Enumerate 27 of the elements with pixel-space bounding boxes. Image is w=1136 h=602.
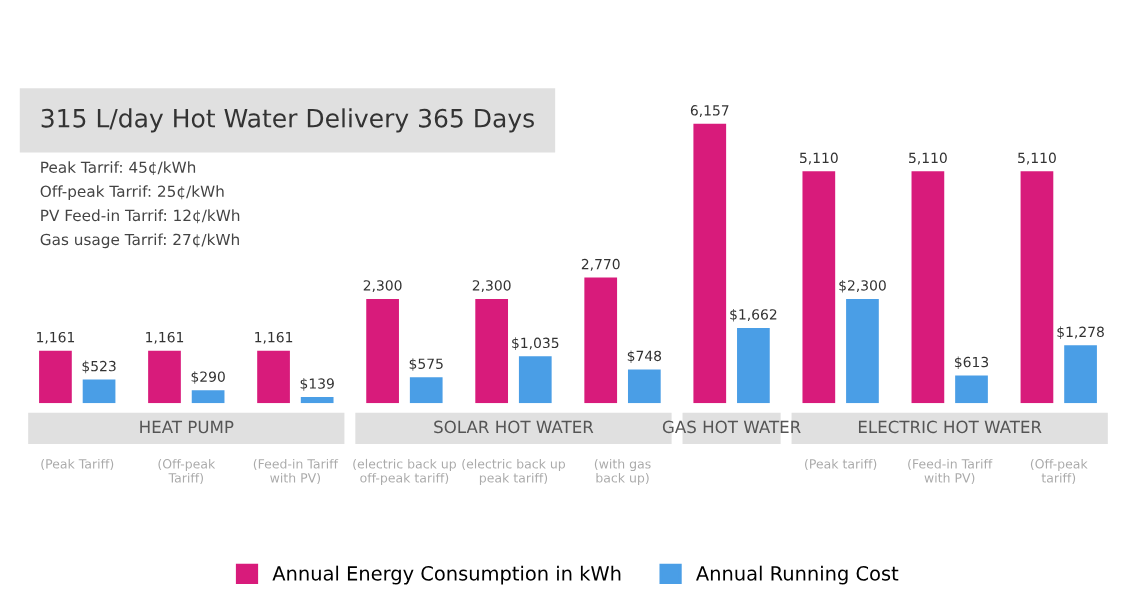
bar <box>148 350 181 404</box>
bar <box>39 350 72 404</box>
bar <box>82 379 116 404</box>
text: SOLAR HOT WATER <box>434 420 594 434</box>
bar <box>518 356 552 404</box>
bar <box>693 123 727 404</box>
bar <box>475 298 509 404</box>
legend-label: Annual Energy Consumption in kWh <box>272 565 621 585</box>
bar <box>911 171 945 404</box>
bar <box>955 375 988 404</box>
bar <box>366 298 399 404</box>
bar <box>627 369 661 404</box>
bar <box>191 390 225 404</box>
legend-label: Annual Running Cost <box>696 565 899 585</box>
bar <box>1064 345 1097 404</box>
bar <box>300 397 334 404</box>
bar <box>409 377 443 404</box>
bar <box>737 327 770 404</box>
chart-title: 315 L/day Hot Water Delivery 365 Days <box>41 108 534 133</box>
bar <box>802 171 836 404</box>
text: GAS HOT WATER <box>662 420 801 434</box>
bar <box>257 350 290 404</box>
bar <box>846 298 879 404</box>
bar <box>1020 171 1054 404</box>
text: HEAT PUMP <box>140 420 234 434</box>
bar <box>584 277 618 404</box>
text: ELECTRIC HOT WATER <box>858 420 1042 434</box>
